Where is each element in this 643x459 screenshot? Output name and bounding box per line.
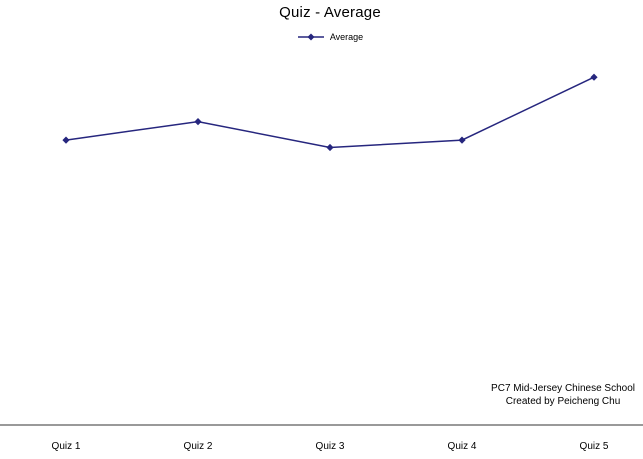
data-point-quiz-2 xyxy=(194,118,202,126)
legend-label: Average xyxy=(329,32,364,42)
credit-block: PC7 Mid-Jersey Chinese School Created by… xyxy=(491,382,635,408)
x-axis-label-quiz-3: Quiz 3 xyxy=(316,441,345,452)
data-point-quiz-3 xyxy=(326,143,334,152)
x-axis-label-quiz-5: Quiz 5 xyxy=(580,441,609,452)
x-axis-label-quiz-4: Quiz 4 xyxy=(448,441,477,452)
legend-marker-icon xyxy=(297,33,324,41)
legend: Average xyxy=(0,32,643,42)
data-point-quiz-4 xyxy=(458,136,466,144)
chart-title: Quiz - Average xyxy=(279,4,381,21)
legend-diamond-icon xyxy=(307,33,315,41)
series-line-average xyxy=(65,76,595,149)
data-point-quiz-5 xyxy=(590,73,598,81)
x-axis-label-quiz-2: Quiz 2 xyxy=(184,441,213,452)
series-group xyxy=(62,73,598,152)
x-axis-label-quiz-1: Quiz 1 xyxy=(52,441,81,452)
credit-line-1: PC7 Mid-Jersey Chinese School xyxy=(491,383,635,394)
x-axis-labels-group: Quiz 1 Quiz 2 Quiz 3 Quiz 4 Quiz 5 xyxy=(52,441,609,452)
data-point-quiz-1 xyxy=(62,136,70,144)
credit-line-2: Created by Peicheng Chu xyxy=(505,396,621,407)
